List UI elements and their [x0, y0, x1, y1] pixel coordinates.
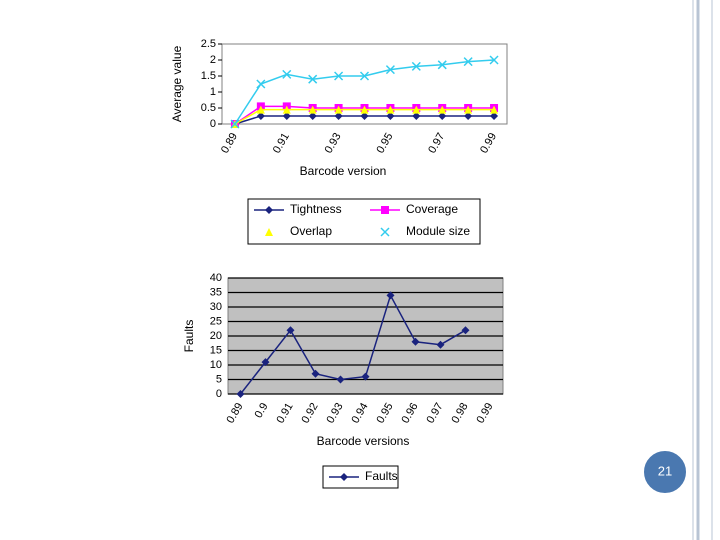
marker: [256, 79, 266, 89]
marker: [282, 105, 291, 114]
y-tick-label: 20: [210, 330, 222, 342]
marker: [411, 337, 420, 346]
marker: [286, 326, 295, 335]
marker: [334, 112, 343, 120]
marker: [282, 69, 292, 79]
marker: [361, 372, 370, 381]
marker: [311, 369, 320, 378]
y-tick-label: 25: [210, 315, 222, 327]
y-tick-label: 1.5: [201, 70, 216, 82]
marker: [256, 112, 265, 120]
marker: [380, 227, 390, 237]
y-axis-label: Average value: [170, 45, 184, 122]
y-axis-label: Faults: [182, 320, 196, 353]
legend-box: [247, 198, 481, 245]
legend-label: Faults: [365, 469, 398, 483]
marker: [236, 390, 245, 398]
marker: [334, 105, 343, 114]
marker: [386, 291, 395, 300]
marker: [261, 358, 270, 367]
marker: [386, 112, 395, 120]
marker: [386, 105, 395, 114]
y-tick-label: 2.5: [201, 38, 216, 50]
marker: [265, 206, 273, 214]
x-axis-label: Barcode versions: [317, 434, 410, 448]
series-line: [239, 293, 466, 395]
legend-label: Coverage: [406, 202, 458, 216]
marker: [461, 326, 470, 335]
y-tick-label: 10: [210, 359, 222, 371]
x-axis-label: Barcode version: [300, 164, 387, 178]
marker: [412, 105, 421, 114]
marker: [308, 112, 317, 120]
page-badge: [642, 449, 688, 495]
y-tick-label: 35: [210, 286, 222, 298]
marker: [334, 71, 344, 81]
marker: [385, 65, 395, 75]
marker: [438, 112, 447, 120]
legend-box: [322, 465, 399, 489]
marker: [489, 55, 499, 65]
marker: [490, 105, 499, 114]
marker: [464, 112, 473, 120]
y-tick-label: 5: [216, 373, 222, 385]
y-tick-label: 1: [210, 86, 216, 98]
marker: [360, 112, 369, 120]
marker: [438, 105, 447, 114]
marker: [282, 112, 291, 120]
marker: [336, 375, 345, 384]
marker: [308, 74, 318, 84]
legend-label: Overlap: [290, 224, 332, 238]
marker: [230, 119, 240, 129]
page-number: 21: [658, 463, 672, 478]
y-tick-label: 0: [210, 118, 216, 130]
marker: [436, 340, 445, 349]
marker: [381, 206, 389, 214]
y-tick-label: 2: [210, 54, 216, 66]
marker: [360, 105, 369, 114]
marker: [411, 61, 421, 71]
y-tick-label: 0.5: [201, 102, 216, 114]
marker: [256, 105, 265, 114]
marker: [464, 105, 473, 114]
marker: [412, 112, 421, 120]
marker: [359, 71, 370, 81]
y-tick-label: 0: [216, 388, 222, 400]
marker: [490, 112, 499, 120]
y-tick-label: 30: [210, 301, 222, 313]
marker: [340, 473, 348, 481]
marker: [437, 60, 447, 70]
legend-label: Module size: [406, 224, 470, 238]
y-tick-label: 40: [210, 272, 222, 284]
y-tick-label: 15: [210, 344, 222, 356]
legend-label: Tightness: [290, 202, 342, 216]
marker: [463, 57, 473, 67]
marker: [308, 105, 317, 114]
marker: [265, 228, 273, 236]
